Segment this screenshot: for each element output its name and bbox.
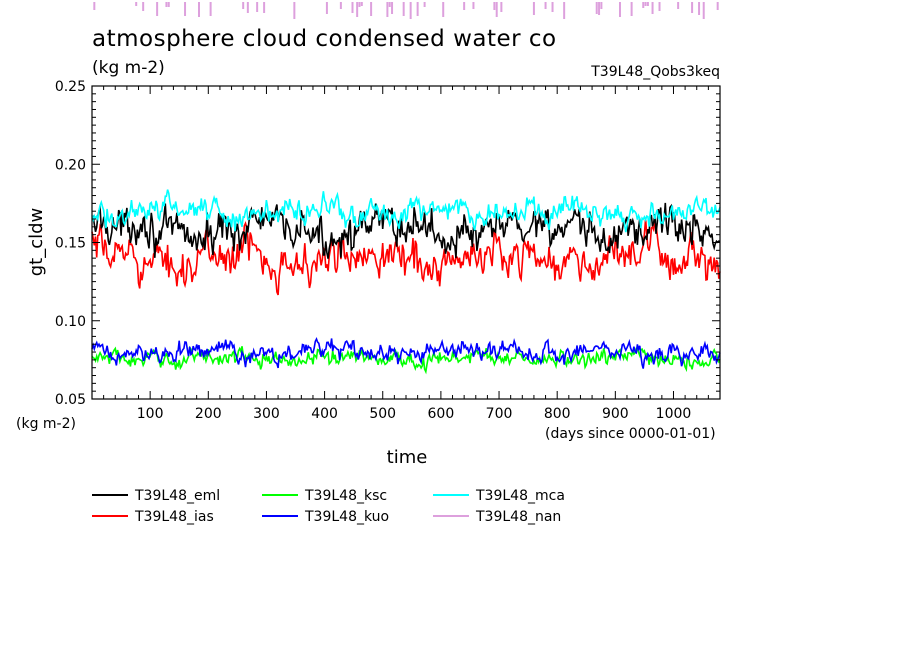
y-tick-label: 0.25 (55, 79, 86, 95)
x-tick-label: 600 (428, 406, 455, 422)
x-tick-label: 1000 (656, 406, 692, 422)
x-units-label: (days since 0000-01-01) (545, 426, 716, 442)
legend-label: T39L48_ksc (304, 488, 387, 504)
x-tick-label: 900 (602, 406, 629, 422)
x-tick-label: 700 (486, 406, 513, 422)
y-units-label: (kg m-2) (16, 416, 76, 432)
series-layer (91, 189, 721, 375)
legend-label: T39L48_kuo (304, 509, 389, 525)
run-label: T39L48_Qobs3keq (590, 64, 720, 80)
chart-subtitle: (kg m-2) (92, 58, 165, 78)
y-axis-title: gt_cldw (26, 208, 47, 277)
nan-series-marks (93, 2, 719, 19)
x-tick-label: 800 (544, 406, 571, 422)
legend-label: T39L48_eml (134, 488, 220, 504)
legend-label: T39L48_mca (475, 488, 565, 504)
series-line-t39l48-mca (91, 189, 721, 233)
series-line-t39l48-eml (91, 202, 721, 259)
legend-label: T39L48_nan (475, 509, 561, 525)
legend: T39L48_eml T39L48_ias T39L48_ksc T39L48_kuo… (92, 488, 565, 525)
y-tick-label: 0.15 (55, 236, 86, 252)
x-tick-label: 400 (311, 406, 338, 422)
axis-ticks: 100 200 300 400 500 600 700 800 900 1000 0.05 0.10 0… (55, 79, 721, 422)
chart-title: atmosphere cloud condensed water co (92, 26, 557, 52)
series-line-t39l48-kuo (91, 336, 721, 369)
x-tick-label: 500 (369, 406, 396, 422)
y-tick-label: 0.20 (55, 157, 86, 173)
legend-label: T39L48_ias (134, 509, 214, 525)
x-tick-label: 300 (253, 406, 280, 422)
x-tick-label: 200 (195, 406, 222, 422)
series-line-t39l48-ksc (91, 345, 721, 375)
y-tick-label: 0.10 (55, 314, 86, 330)
y-tick-label: 0.05 (55, 392, 86, 408)
x-axis-title: time (387, 447, 428, 468)
x-tick-label: 100 (137, 406, 164, 422)
